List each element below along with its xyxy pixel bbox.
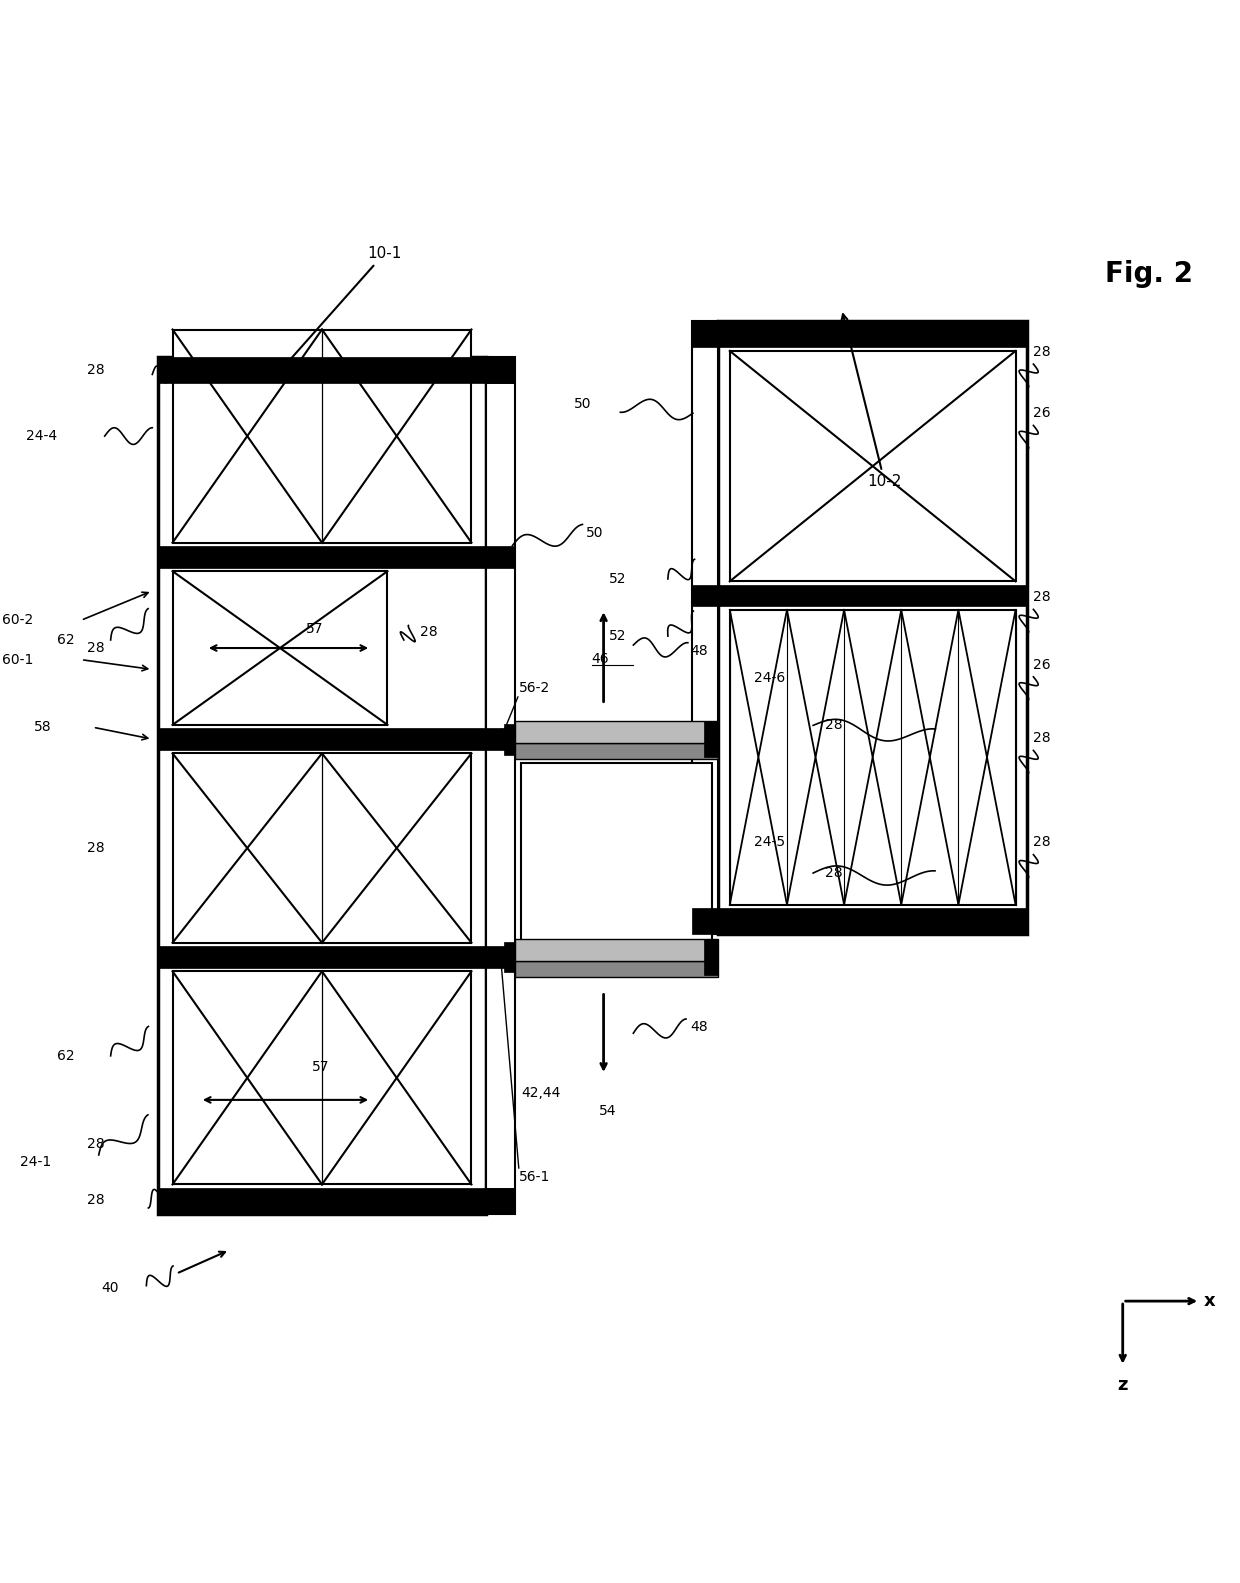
Text: 24-2: 24-2 <box>579 888 673 913</box>
Bar <box>516 722 718 744</box>
Text: Fig. 2: Fig. 2 <box>1105 260 1193 288</box>
Text: 26: 26 <box>1033 407 1052 419</box>
Bar <box>522 763 712 958</box>
Bar <box>172 571 387 725</box>
Text: x: x <box>1204 1292 1215 1311</box>
Text: 24-6: 24-6 <box>754 671 785 685</box>
Bar <box>172 972 471 1184</box>
Bar <box>486 356 516 383</box>
Text: 28: 28 <box>825 719 843 733</box>
Text: 28: 28 <box>87 1194 104 1206</box>
Text: 28: 28 <box>420 625 438 640</box>
Bar <box>516 744 718 760</box>
Bar <box>692 584 1028 606</box>
Bar <box>516 939 718 961</box>
Text: 46: 46 <box>591 652 609 666</box>
Text: 60-1: 60-1 <box>2 652 33 666</box>
Text: 40: 40 <box>102 1281 119 1295</box>
Bar <box>172 754 471 943</box>
Bar <box>718 321 1028 934</box>
Bar <box>159 947 516 967</box>
Text: 50: 50 <box>587 526 604 540</box>
Text: 28: 28 <box>1033 731 1052 746</box>
Text: 42,44: 42,44 <box>522 1086 560 1100</box>
Text: 28: 28 <box>825 866 843 880</box>
Text: 54: 54 <box>599 1103 616 1118</box>
Text: 57: 57 <box>305 622 324 636</box>
Bar <box>730 609 1016 904</box>
Text: 28: 28 <box>1033 590 1052 605</box>
Text: 60-2: 60-2 <box>2 613 33 627</box>
Text: 62: 62 <box>57 1050 74 1062</box>
Bar <box>730 351 1016 581</box>
Bar <box>516 961 718 977</box>
Bar <box>692 909 1028 934</box>
Text: 56-2: 56-2 <box>520 681 551 695</box>
Text: 10-2: 10-2 <box>842 315 901 489</box>
Bar <box>703 722 718 757</box>
Bar <box>503 723 516 755</box>
Text: 48: 48 <box>691 1021 708 1034</box>
Text: 50: 50 <box>574 397 591 412</box>
Text: 26: 26 <box>1033 657 1052 671</box>
Bar <box>703 939 718 975</box>
Bar <box>692 321 718 934</box>
Text: 28: 28 <box>87 841 104 855</box>
Text: 24-5: 24-5 <box>754 836 785 850</box>
Text: 56-1: 56-1 <box>520 1170 551 1184</box>
Bar <box>172 329 471 543</box>
Text: 52: 52 <box>609 628 626 643</box>
Bar <box>159 356 486 1214</box>
Text: 28: 28 <box>87 363 104 377</box>
Bar <box>486 1187 516 1214</box>
Text: 28: 28 <box>1033 836 1052 850</box>
Bar <box>486 356 516 1214</box>
Bar <box>159 356 516 383</box>
Text: 28: 28 <box>1033 345 1052 359</box>
Text: 28: 28 <box>87 1137 104 1151</box>
Bar <box>692 321 1028 347</box>
Text: z: z <box>1117 1376 1128 1395</box>
Text: 24-4: 24-4 <box>26 429 57 443</box>
Bar <box>159 1187 516 1214</box>
Bar <box>159 546 516 568</box>
Text: 58: 58 <box>33 720 51 735</box>
Text: 62: 62 <box>57 633 74 647</box>
Bar <box>159 728 516 750</box>
Text: 57: 57 <box>312 1061 330 1073</box>
Text: 24-1: 24-1 <box>20 1154 51 1168</box>
Text: 52: 52 <box>609 571 626 586</box>
Text: 28: 28 <box>87 641 104 655</box>
Bar <box>503 942 516 972</box>
Text: 10-1: 10-1 <box>275 245 402 377</box>
Text: 48: 48 <box>691 644 708 659</box>
